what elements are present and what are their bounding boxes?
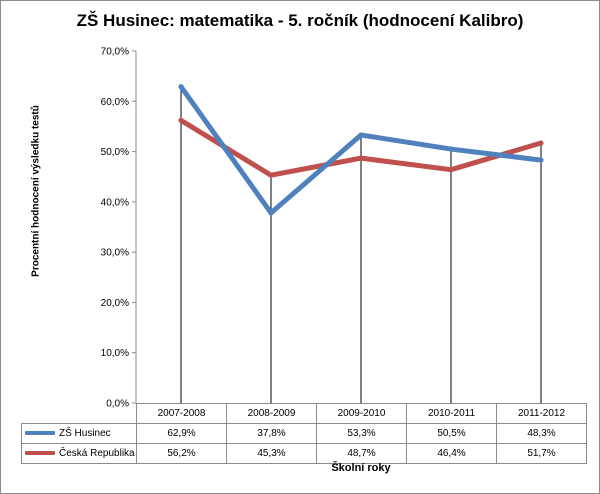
data-table-header-row: 2007-2008 2008-2009 2009-2010 2010-2011 … [21,403,587,424]
legend-label: ZŠ Husinec [59,428,111,439]
data-point [268,172,274,178]
legend-swatch-cr [25,451,55,456]
data-table: 2007-2008 2008-2009 2009-2010 2010-2011 … [21,403,587,464]
data-label: 56,2% [136,443,227,464]
data-point [268,210,274,216]
category-label: 2010-2011 [406,403,497,424]
data-label: 46,4% [406,443,497,464]
legend-entry-cr: Česká Republika [21,443,137,464]
data-table-row-cr: Česká Republika 56,2% 45,3% 48,7% 46,4% … [21,443,587,464]
data-point [358,155,364,161]
data-label: 48,3% [496,423,587,444]
data-point [358,132,364,138]
legend-entry-husinec: ZŠ Husinec [21,423,137,444]
data-label: 62,9% [136,423,227,444]
y-tick-label: 20,0% [101,298,129,309]
category-label: 2011-2012 [496,403,587,424]
y-tick-label: 60,0% [101,97,129,108]
data-point [178,84,184,90]
category-label: 2007-2008 [136,403,227,424]
data-table-row-husinec: ZŠ Husinec 62,9% 37,8% 53,3% 50,5% 48,3% [21,423,587,444]
y-tick-label: 50,0% [101,147,129,158]
y-tick-label: 10,0% [101,348,129,359]
y-tick-label: 40,0% [101,197,129,208]
data-label: 53,3% [316,423,407,444]
line-chart: 0,0%10,0%20,0%30,0%40,0%50,0%60,0%70,0% [101,47,544,410]
data-label: 50,5% [406,423,497,444]
data-point [448,167,454,173]
data-point [178,117,184,123]
x-axis-label: Školní roky [331,462,391,474]
data-point [538,140,544,146]
legend-label: Česká Republika [59,448,135,459]
category-label: 2008-2009 [226,403,317,424]
data-label: 37,8% [226,423,317,444]
data-point [448,146,454,152]
category-label: 2009-2010 [316,403,407,424]
data-label: 48,7% [316,443,407,464]
data-label: 51,7% [496,443,587,464]
legend-swatch-husinec [25,431,55,436]
data-table-corner [21,403,137,424]
data-label: 45,3% [226,443,317,464]
data-point [538,157,544,163]
y-tick-label: 70,0% [101,47,129,58]
y-tick-label: 30,0% [101,248,129,259]
chart-title: ZŠ Husinec: matematika - 5. ročník (hodn… [76,11,524,30]
